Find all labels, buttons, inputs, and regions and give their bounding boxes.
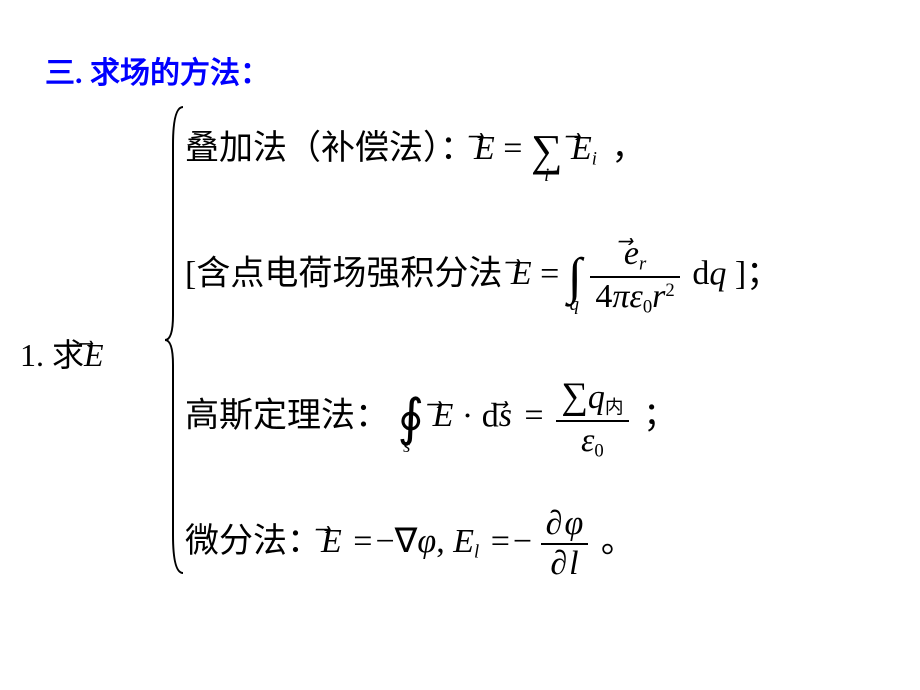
m4-eq2: = — [491, 523, 510, 560]
m1-label: 叠加法（补偿法） — [185, 130, 440, 167]
m2-label: [含点电荷场强积分法 — [185, 255, 502, 292]
m2-equals: = — [540, 255, 559, 292]
header-text: 三. 求场的方法： — [45, 57, 270, 90]
m2-frac: er 4πε0r2 — [590, 235, 680, 318]
m4-label: 微分法 — [185, 523, 287, 560]
m2-d: d — [692, 255, 709, 292]
m4-El: E — [453, 523, 474, 560]
m1-Ei-sub: i — [592, 149, 597, 170]
m2-int: ∫ q — [568, 248, 582, 306]
m3-frac: ∑q内 ε0 — [556, 375, 629, 462]
m4-punct: 。 — [601, 523, 635, 560]
method-differential: 微分法：E =−∇φ, El =− ∂φ ∂l 。 — [185, 505, 635, 583]
m3-equals: = — [524, 397, 543, 434]
m3-d: d — [482, 397, 499, 434]
m4-frac: ∂φ ∂l — [541, 505, 589, 583]
method-superposition: 叠加法（补偿法）：E = ∑ i Ei ， — [185, 120, 645, 174]
m3-label: 高斯定理法： — [185, 397, 389, 434]
m1-punct: ， — [611, 130, 645, 167]
m2-E-vec: E — [511, 255, 532, 293]
m3-s-vec: s — [499, 397, 512, 435]
method-gauss: 高斯定理法： ∮ s E · ds = ∑q内 ε0 ； — [185, 375, 677, 462]
m1-E-vec: E — [474, 130, 495, 168]
m4-eq1: = — [353, 523, 372, 560]
m1-Ei-vec: E — [571, 130, 592, 168]
m2-punct: ]； — [735, 255, 780, 292]
item-vec-E: E — [84, 337, 104, 374]
item-prefix: 1. 求 — [20, 337, 84, 373]
method-integral: [含点电荷场强积分法 E = ∫ q er 4πε0r2 dq ]； — [185, 235, 780, 318]
m2-er-vec: e — [624, 235, 639, 273]
section-header: 三. 求场的方法： — [45, 48, 270, 92]
m4-E-vec: E — [321, 523, 342, 561]
bracket-icon — [163, 105, 187, 575]
m1-equals: = — [503, 130, 522, 167]
m3-dot: · — [462, 397, 473, 434]
m3-E-vec: E — [433, 397, 454, 435]
item-label: 1. 求E — [20, 330, 104, 376]
m3-oint: ∮ s — [398, 389, 425, 448]
m3-punct: ； — [643, 397, 677, 434]
m1-sum: ∑ i — [531, 129, 563, 174]
